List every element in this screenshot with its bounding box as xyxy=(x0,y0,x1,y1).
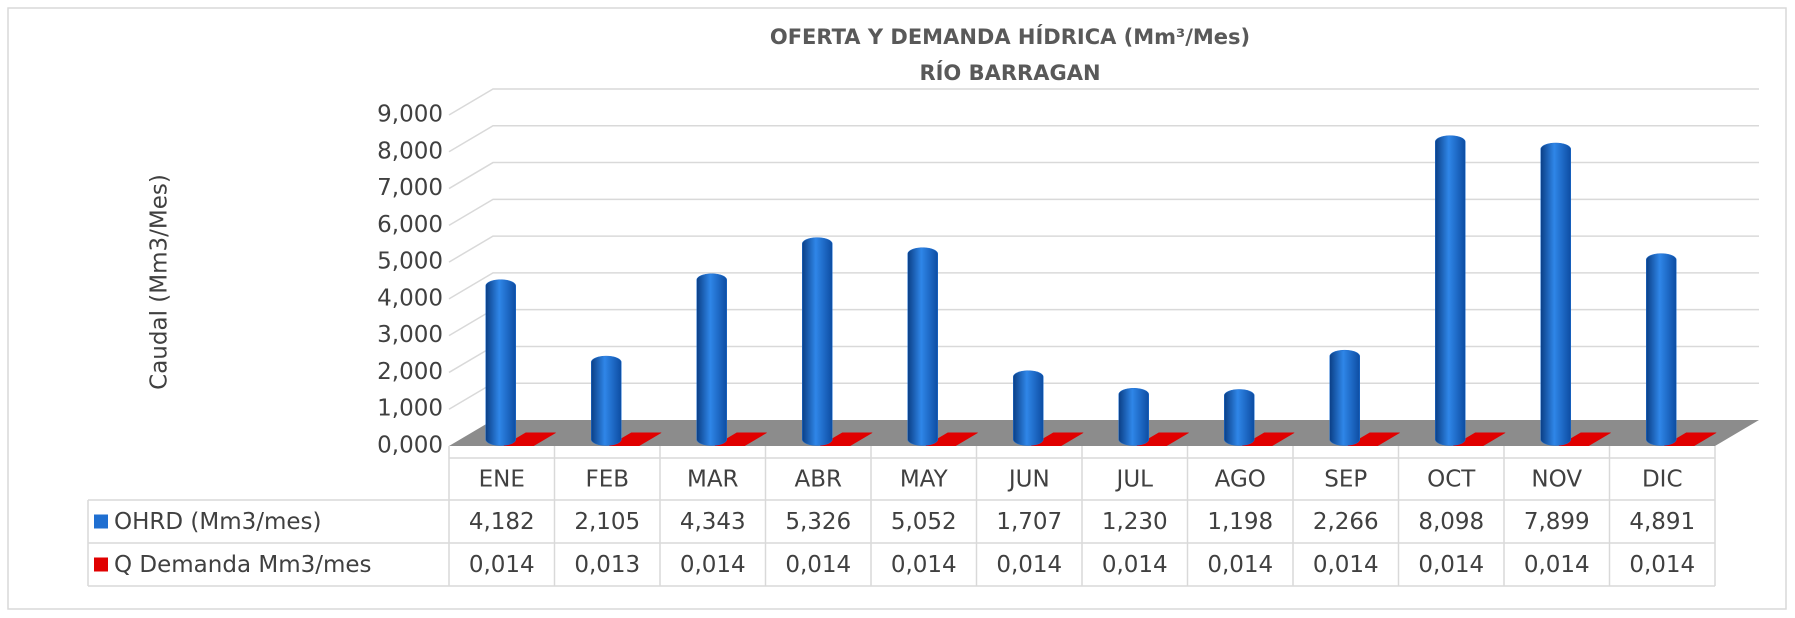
chart-frame xyxy=(7,7,1787,610)
y-tick-label: 5,000 xyxy=(377,249,443,275)
y-tick-label: 2,000 xyxy=(377,359,443,385)
bar xyxy=(1224,389,1255,446)
x-tick-label: MAY xyxy=(900,467,949,493)
legend-key xyxy=(94,557,108,572)
chart-subtitle: RÍO BARRAGAN xyxy=(919,60,1100,85)
floor xyxy=(449,420,1759,446)
x-tick-label: DIC xyxy=(1642,467,1683,493)
table-cell: 0,014 xyxy=(785,552,851,578)
table-cell: 2,266 xyxy=(1313,509,1379,535)
y-tick-label: 1,000 xyxy=(377,396,443,422)
bar xyxy=(1435,135,1466,446)
bar xyxy=(714,432,767,446)
x-tick-label: OCT xyxy=(1427,467,1476,493)
y-tick-label: 8,000 xyxy=(377,138,443,164)
x-tick-label: AGO xyxy=(1215,467,1266,493)
table-cell: 0,014 xyxy=(469,552,535,578)
bar xyxy=(1540,142,1571,446)
bar xyxy=(1347,432,1400,446)
table-cell: 4,891 xyxy=(1629,509,1695,535)
bar xyxy=(820,432,873,446)
bar xyxy=(1646,253,1677,446)
grid-line xyxy=(448,161,1759,190)
bar xyxy=(1329,349,1360,446)
x-tick-label: NOV xyxy=(1531,467,1582,493)
y-tick-label: 7,000 xyxy=(377,175,443,201)
legend-key xyxy=(94,514,108,529)
bar xyxy=(1242,432,1295,446)
chart-title: OFERTA Y DEMANDA HÍDRICA (Mm³/Mes) xyxy=(770,24,1250,49)
bar xyxy=(1664,432,1717,446)
table-cell: 1,198 xyxy=(1207,509,1273,535)
x-tick-label: SEP xyxy=(1324,467,1367,493)
legend-label: Q Demanda Mm3/mes xyxy=(114,552,372,578)
legend-label: OHRD (Mm3/mes) xyxy=(114,509,322,535)
bar xyxy=(696,273,727,446)
table-cell: 7,899 xyxy=(1524,509,1590,535)
table-cell: 0,014 xyxy=(1207,552,1273,578)
bar xyxy=(925,432,978,446)
table-cell: 2,105 xyxy=(574,509,640,535)
bar xyxy=(1013,370,1044,446)
bar xyxy=(591,355,622,446)
table-cell: 4,343 xyxy=(680,509,746,535)
grid-line xyxy=(448,272,1759,300)
y-tick-label: 9,000 xyxy=(377,102,443,128)
table-cell: 0,014 xyxy=(1418,552,1484,578)
x-tick-label: FEB xyxy=(585,467,629,493)
x-tick-label: MAR xyxy=(687,467,739,493)
x-tick-label: JUN xyxy=(1007,467,1050,493)
table-cell: 5,326 xyxy=(785,509,851,535)
table-cell: 8,098 xyxy=(1418,509,1484,535)
bar xyxy=(1558,432,1611,446)
table-cell: 5,052 xyxy=(891,509,957,535)
table-cell: 0,014 xyxy=(1102,552,1168,578)
bar xyxy=(1031,432,1084,446)
table-cell: 0,014 xyxy=(1629,552,1695,578)
table-cell: 4,182 xyxy=(469,509,535,535)
grid-line xyxy=(448,198,1759,226)
grid-line xyxy=(448,125,1759,153)
x-tick-label: JUL xyxy=(1115,467,1154,493)
grid-line xyxy=(448,235,1759,263)
bar xyxy=(1453,432,1506,446)
x-tick-label: ENE xyxy=(479,467,525,493)
y-tick-label: 0,000 xyxy=(377,433,443,459)
grid-line xyxy=(448,88,1759,116)
bar xyxy=(503,432,556,446)
table-cell: 1,707 xyxy=(996,509,1062,535)
bar xyxy=(1136,432,1189,446)
y-tick-label: 3,000 xyxy=(377,322,443,348)
table-cell: 0,014 xyxy=(891,552,957,578)
y-tick-label: 6,000 xyxy=(377,212,443,238)
y-tick-label: 4,000 xyxy=(377,285,443,311)
table-cell: 0,014 xyxy=(1524,552,1590,578)
table-cell: 0,014 xyxy=(680,552,746,578)
bar xyxy=(1118,388,1149,446)
x-tick-label: ABR xyxy=(795,467,843,493)
bar xyxy=(907,247,938,446)
table-cell: 0,014 xyxy=(1313,552,1379,578)
bar xyxy=(485,279,516,446)
table-cell: 0,013 xyxy=(574,552,640,578)
bar xyxy=(802,237,833,446)
table-cell: 1,230 xyxy=(1102,509,1168,535)
table-cell: 0,014 xyxy=(996,552,1062,578)
bar xyxy=(609,432,662,446)
y-axis-label: Caudal (Mm3/Mes) xyxy=(147,174,173,390)
